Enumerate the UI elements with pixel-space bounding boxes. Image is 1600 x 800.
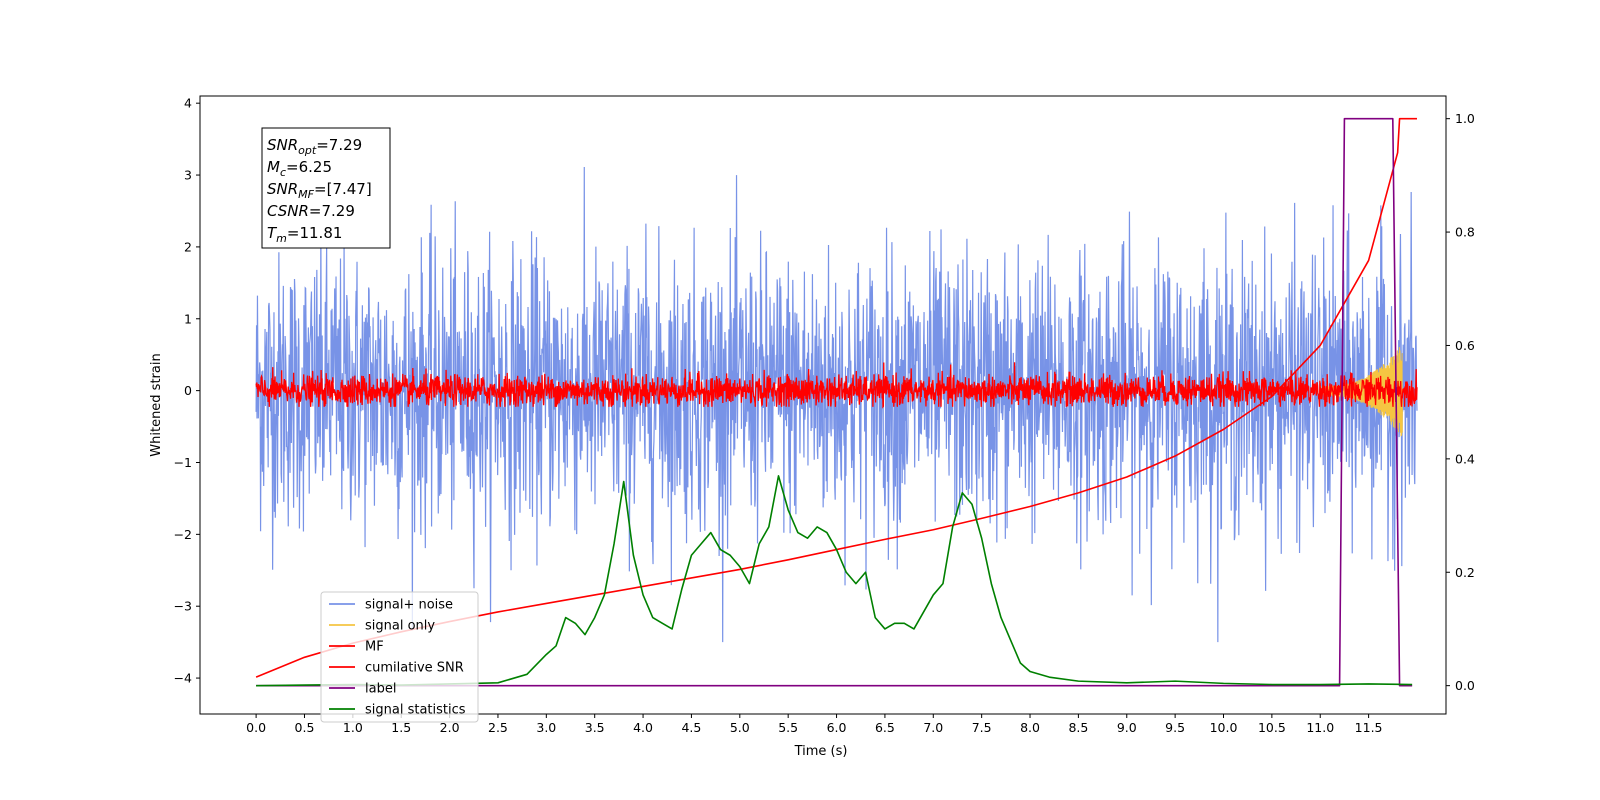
series-label — [256, 117, 1413, 687]
x-tick-label: 11.0 — [1306, 720, 1334, 735]
annotation-line: Tm=11.81 — [267, 224, 342, 245]
y-tick-label-right: 0.8 — [1455, 225, 1475, 240]
x-tick-label: 6.0 — [827, 720, 847, 735]
series-mf — [255, 362, 1418, 409]
y-tick-label-left: 3 — [184, 168, 192, 183]
x-tick-label: 9.0 — [1117, 720, 1137, 735]
annotation-frame — [261, 127, 391, 249]
y-tick-label-left: −3 — [174, 599, 192, 614]
x-axis: 0.0 0.5 1.0 1.5 2.0 2.5 3.0 3.5 4.0 4.5 5.0 5.5 6.0 6… — [246, 714, 1383, 735]
x-tick-label: 2.0 — [440, 720, 460, 735]
legend-frame — [320, 591, 479, 723]
plot-frame — [199, 95, 1447, 715]
y-axis-right: 0.0 0.2 0.4 0.6 0.8 1.0 — [1446, 111, 1475, 693]
legend-entry: signal+ noise — [365, 598, 453, 613]
series-signal-noise — [255, 167, 1418, 643]
x-tick-label: 2.5 — [488, 720, 508, 735]
x-tick-label: 4.0 — [633, 720, 653, 735]
y-tick-label-right: 1.0 — [1455, 111, 1475, 126]
legend-entry: signal only — [365, 619, 435, 634]
y-tick-label-right: 0.4 — [1455, 451, 1475, 466]
x-tick-label: 5.0 — [730, 720, 750, 735]
x-tick-label: 0.0 — [246, 720, 266, 735]
annotation-line: CSNR=7.29 — [267, 202, 355, 220]
y-axis-label-left: Whitened strain — [149, 353, 164, 456]
x-tick-label: 7.0 — [923, 720, 943, 735]
x-tick-label: 3.5 — [585, 720, 605, 735]
x-tick-label: 1.0 — [343, 720, 363, 735]
x-tick-label: 1.5 — [391, 720, 411, 735]
x-tick-label: 11.5 — [1355, 720, 1383, 735]
x-axis-label: Time (s) — [794, 744, 848, 759]
legend-entry: MF — [365, 640, 384, 655]
legend-entry: label — [365, 682, 396, 697]
y-tick-label-right: 0.2 — [1455, 565, 1475, 580]
x-tick-label: 10.0 — [1210, 720, 1238, 735]
y-axis-left: −4 −3 −2 −1 0 1 2 3 4 — [174, 96, 200, 686]
y-tick-label-left: −1 — [174, 455, 192, 470]
legend-entry: signal statistics — [365, 703, 466, 718]
x-tick-label: 4.5 — [681, 720, 701, 735]
series-signal-statistics — [256, 475, 1413, 687]
y-tick-label-right: 0.0 — [1455, 678, 1475, 693]
x-tick-label: 0.5 — [295, 720, 315, 735]
y-tick-label-left: 4 — [184, 96, 192, 111]
x-tick-label: 7.5 — [972, 720, 992, 735]
y-tick-label-left: −4 — [174, 671, 192, 686]
legend: signal+ noise signal only MF cumilative SNR… — [320, 591, 479, 723]
annotation-line: Mc=6.25 — [267, 158, 332, 179]
y-tick-label-left: 1 — [184, 311, 192, 326]
legend-entry: cumilative SNR — [365, 661, 464, 676]
x-tick-label: 3.0 — [536, 720, 556, 735]
x-tick-label: 6.5 — [875, 720, 895, 735]
x-tick-label: 8.5 — [1068, 720, 1088, 735]
annotation-line: SNRopt=7.29 — [267, 136, 362, 157]
x-tick-label: 5.5 — [778, 720, 798, 735]
x-tick-label: 9.5 — [1165, 720, 1185, 735]
x-tick-label: 8.0 — [1020, 720, 1040, 735]
annotation-line: SNRMF=[7.47] — [267, 180, 372, 201]
y-tick-label-left: 0 — [184, 383, 192, 398]
x-tick-label: 10.5 — [1258, 720, 1286, 735]
y-tick-label-right: 0.6 — [1455, 338, 1475, 353]
y-tick-label-left: −2 — [174, 527, 192, 542]
y-tick-label-left: 2 — [184, 239, 192, 254]
